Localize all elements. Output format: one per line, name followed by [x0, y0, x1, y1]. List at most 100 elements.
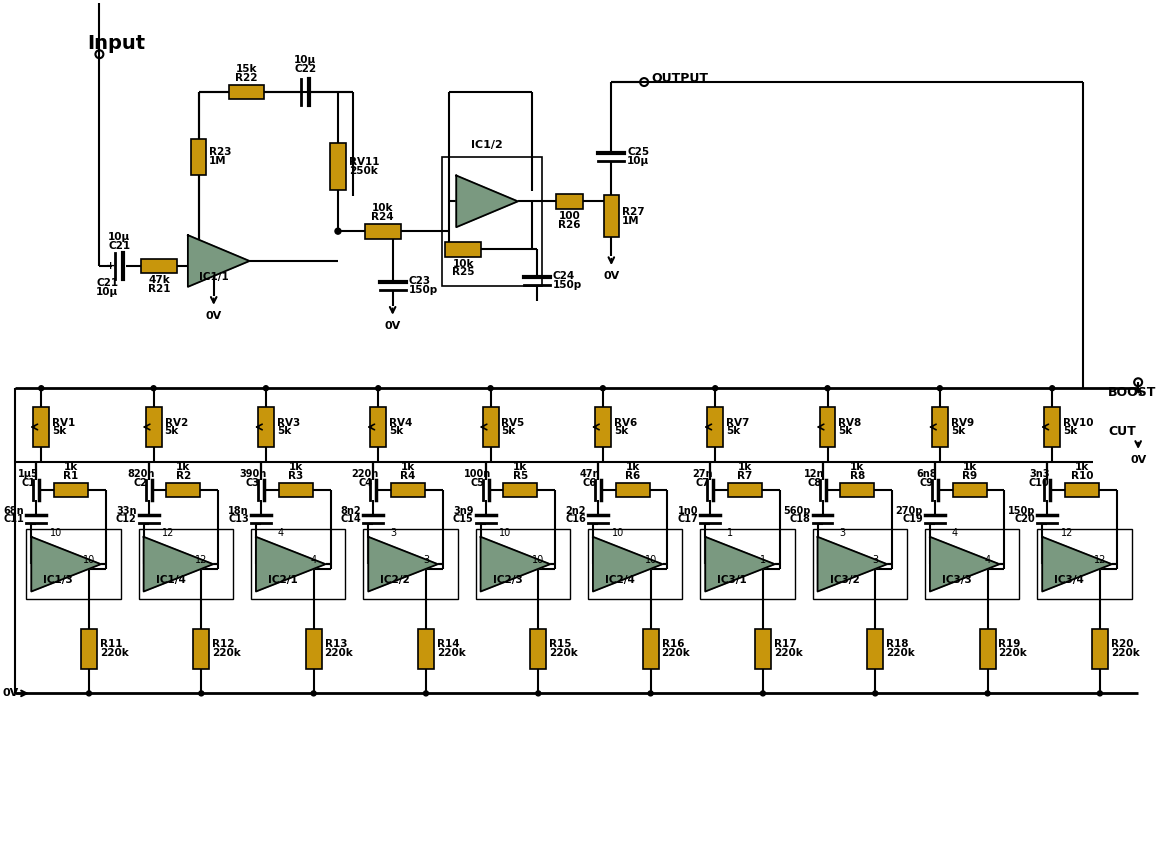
Bar [27, 529, 121, 599]
Text: 15k: 15k [235, 64, 257, 74]
Text: 1k: 1k [514, 462, 528, 472]
Text: 5k: 5k [1064, 427, 1078, 436]
Bar [228, 84, 264, 99]
Text: R19: R19 [998, 639, 1021, 649]
Text: C8: C8 [807, 478, 821, 488]
Text: 560p: 560p [783, 507, 811, 517]
Text: C2: C2 [134, 478, 148, 488]
Text: C5: C5 [471, 478, 485, 488]
Text: C15: C15 [453, 514, 474, 524]
Text: 47k: 47k [148, 275, 170, 286]
Text: 1M: 1M [622, 216, 640, 226]
Bar [191, 139, 206, 174]
Text: 1M: 1M [210, 156, 227, 166]
Text: 4: 4 [277, 529, 284, 538]
Bar [418, 629, 433, 669]
Bar [167, 483, 200, 496]
Text: 12: 12 [1094, 555, 1106, 565]
Text: 33n: 33n [116, 507, 136, 517]
Polygon shape [593, 537, 663, 592]
Text: 10μ: 10μ [627, 156, 649, 166]
Text: R27: R27 [622, 207, 644, 217]
Bar [445, 241, 481, 257]
Text: 0V: 0V [384, 320, 401, 331]
Text: C19: C19 [902, 514, 923, 524]
Text: 220k: 220k [437, 649, 466, 658]
Bar [82, 629, 97, 669]
Polygon shape [930, 537, 1000, 592]
Polygon shape [143, 537, 213, 592]
Text: RV11: RV11 [348, 157, 380, 167]
Text: 150p: 150p [552, 280, 582, 291]
Text: C16: C16 [565, 514, 586, 524]
Text: 12n: 12n [804, 468, 825, 479]
Bar [503, 483, 537, 496]
Text: 12: 12 [162, 529, 175, 538]
Polygon shape [368, 537, 438, 592]
Text: 18n: 18n [228, 507, 249, 517]
Polygon shape [705, 537, 775, 592]
Text: C20: C20 [1015, 514, 1036, 524]
Text: 150p: 150p [1008, 507, 1036, 517]
Circle shape [600, 386, 606, 391]
Text: 10: 10 [644, 555, 657, 565]
Text: 4: 4 [311, 555, 317, 565]
Text: C3: C3 [246, 478, 260, 488]
Text: 220k: 220k [100, 649, 128, 658]
Circle shape [1097, 691, 1102, 696]
Text: 3: 3 [390, 529, 396, 538]
Text: C23: C23 [409, 276, 431, 286]
Bar [365, 224, 401, 239]
Text: 220n: 220n [352, 468, 379, 479]
Text: R17: R17 [774, 639, 797, 649]
Text: R13: R13 [325, 639, 347, 649]
Text: IC3/2: IC3/2 [829, 575, 860, 585]
Bar [139, 529, 233, 599]
Text: 10: 10 [500, 529, 511, 538]
Text: C13: C13 [228, 514, 249, 524]
Bar [278, 483, 312, 496]
Text: R20: R20 [1110, 639, 1134, 649]
Bar [475, 529, 570, 599]
Bar [141, 258, 177, 274]
Circle shape [263, 386, 268, 391]
Circle shape [86, 691, 91, 696]
Text: C9: C9 [920, 478, 934, 488]
Bar [588, 529, 683, 599]
Text: C21: C21 [108, 241, 130, 251]
Text: 12: 12 [1061, 529, 1073, 538]
Circle shape [825, 386, 829, 391]
Text: 8n2: 8n2 [340, 507, 361, 517]
Text: 1k: 1k [289, 462, 303, 472]
Bar [932, 407, 948, 447]
Text: RV1: RV1 [52, 417, 76, 428]
Text: 3n9: 3n9 [453, 507, 474, 517]
Text: 10: 10 [532, 555, 544, 565]
Text: 1: 1 [760, 555, 765, 565]
Text: 4: 4 [952, 529, 958, 538]
Text: IC3/1: IC3/1 [718, 575, 747, 585]
Text: R3: R3 [288, 471, 303, 480]
Bar [700, 529, 795, 599]
Text: RV9: RV9 [951, 417, 974, 428]
Text: R24: R24 [372, 212, 394, 222]
Text: R16: R16 [662, 639, 684, 649]
Text: 390n: 390n [239, 468, 267, 479]
Text: Input: Input [87, 34, 146, 54]
Text: RV6: RV6 [614, 417, 637, 428]
Text: 150p: 150p [409, 286, 438, 295]
Text: C6: C6 [582, 478, 596, 488]
Circle shape [986, 691, 990, 696]
Text: RV2: RV2 [164, 417, 188, 428]
Text: 820n: 820n [127, 468, 154, 479]
Text: C12: C12 [116, 514, 136, 524]
Text: 270p: 270p [896, 507, 923, 517]
Text: C17: C17 [678, 514, 698, 524]
Text: 2n2: 2n2 [565, 507, 586, 517]
Text: 220k: 220k [887, 649, 915, 658]
Text: C1: C1 [21, 478, 35, 488]
Text: C14: C14 [340, 514, 361, 524]
Text: 100n: 100n [464, 468, 492, 479]
Text: 1k: 1k [850, 462, 864, 472]
Text: 10: 10 [83, 555, 96, 565]
